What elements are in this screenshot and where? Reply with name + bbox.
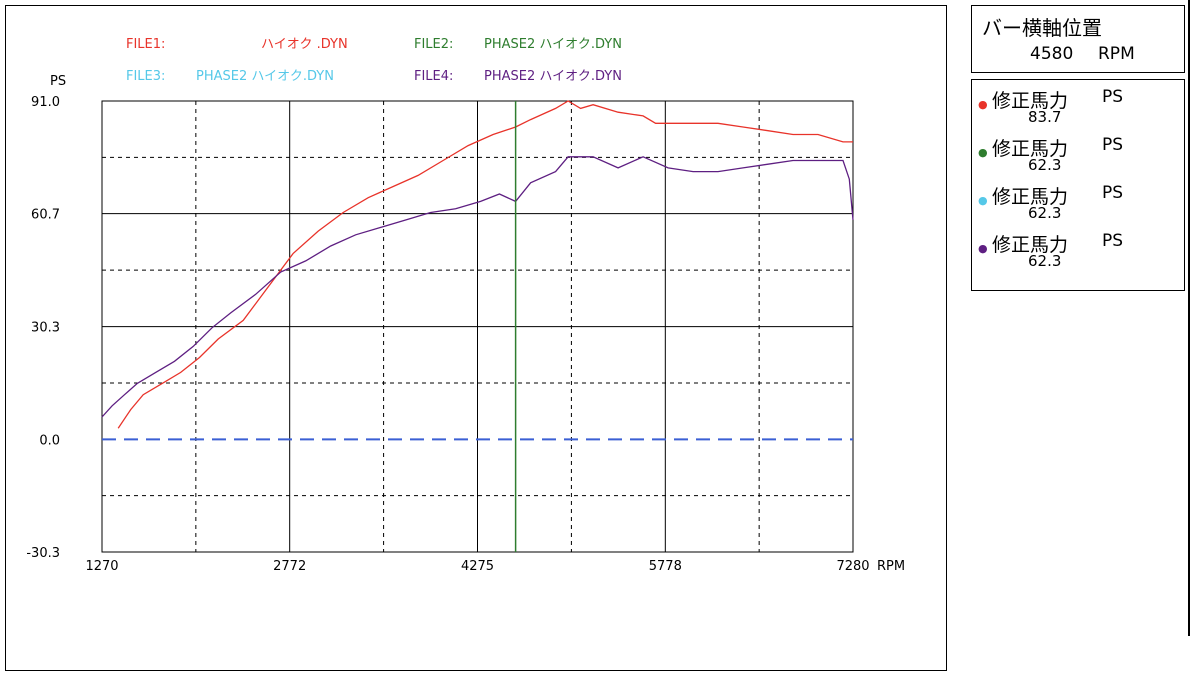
readout-unit: PS	[1102, 135, 1124, 155]
x-tick-label: 5778	[649, 559, 682, 574]
y-tick-label: 30.3	[31, 321, 60, 336]
series-dot-icon: ●	[978, 194, 988, 207]
legend-filename-file4: PHASE2 ハイオク.DYN	[484, 69, 622, 84]
readout-label: 修正馬力	[992, 234, 1069, 256]
series-layer	[101, 100, 854, 552]
y-tick-label: 0.0	[39, 433, 60, 448]
readout-label: 修正馬力	[992, 90, 1069, 112]
bar-position-unit: RPM	[1098, 44, 1135, 64]
series-line-file1	[117, 100, 853, 429]
readout-value: 62.3	[1028, 204, 1062, 222]
readout-row-file2: ● 修正馬力 PS 62.3	[976, 134, 1181, 180]
readout-value: 62.3	[1028, 252, 1062, 270]
legend-prefix-file2: FILE2:	[414, 37, 453, 52]
readout-row-file3: ● 修正馬力 PS 62.3	[976, 182, 1181, 228]
x-tick-label: 1270	[85, 559, 118, 574]
y-axis-label: PS	[50, 74, 66, 89]
y-tick-label: -30.3	[26, 546, 60, 561]
y-tick-label: 60.7	[31, 208, 60, 223]
readout-unit: PS	[1102, 183, 1124, 203]
legend-filename-file3: PHASE2 ハイオク.DYN	[196, 69, 334, 84]
x-tick-label: 7280	[836, 559, 869, 574]
readout-label: 修正馬力	[992, 138, 1069, 160]
readout-row-file1: ● 修正馬力 PS 83.7	[976, 86, 1181, 132]
readout-unit: PS	[1102, 231, 1124, 251]
legend-prefix-file4: FILE4:	[414, 69, 453, 84]
bar-position-value: 4580	[1030, 44, 1074, 64]
readout-panel: ● 修正馬力 PS 83.7 ● 修正馬力 PS 62.3 ● 修正馬力 PS …	[971, 79, 1185, 291]
series-dot-icon: ●	[978, 146, 988, 159]
series-line-file4	[101, 156, 854, 418]
readout-unit: PS	[1102, 87, 1124, 107]
bar-position-panel: バー横軸位置 4580 RPM	[971, 5, 1185, 73]
readout-value: 83.7	[1028, 108, 1062, 126]
bar-position-title: バー横軸位置	[982, 16, 1102, 40]
legend-filename-file1: ハイオク .DYN	[261, 37, 348, 52]
legend-filename-file2: PHASE2 ハイオク.DYN	[484, 37, 622, 52]
x-tick-label: 4275	[461, 559, 494, 574]
legend-prefix-file1: FILE1:	[126, 37, 165, 52]
window-edge	[1188, 0, 1190, 636]
grid-layer	[101, 100, 854, 553]
x-axis-label: RPM	[877, 559, 905, 574]
readout-value: 62.3	[1028, 156, 1062, 174]
series-dot-icon: ●	[978, 98, 988, 111]
axis-layer: 1270 2772 4275 5778 7280 91.0 60.7 30.3 0.0 -30.3…	[26, 74, 905, 574]
legend-prefix-file3: FILE3:	[126, 69, 165, 84]
chart-frame: 1270 2772 4275 5778 7280 91.0 60.7 30.3 0.0 -30.3…	[5, 5, 947, 671]
legend-layer: FILE1: ハイオク .DYN FILE2: PHASE2 ハイオク.DYN FILE…	[126, 37, 622, 84]
x-tick-label: 2772	[273, 559, 306, 574]
readout-label: 修正馬力	[992, 186, 1069, 208]
readout-row-file4: ● 修正馬力 PS 62.3	[976, 230, 1181, 276]
series-dot-icon: ●	[978, 242, 988, 255]
power-chart: 1270 2772 4275 5778 7280 91.0 60.7 30.3 0.0 -30.3…	[26, 37, 905, 574]
y-tick-label: 91.0	[31, 95, 60, 110]
